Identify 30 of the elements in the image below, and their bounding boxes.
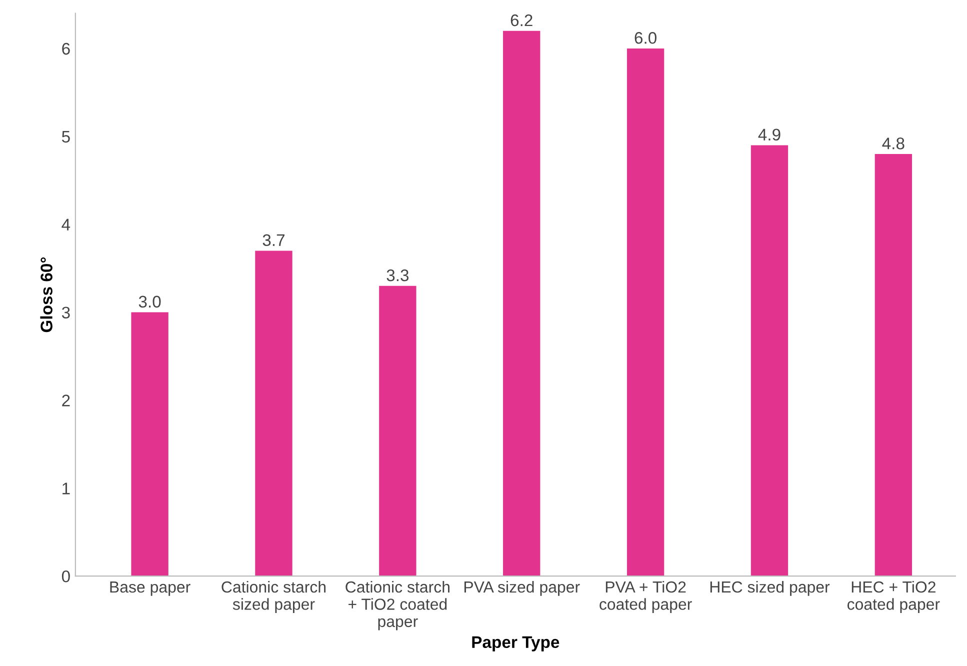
y-tick-label: 2 (62, 394, 70, 406)
x-tick-label: PVA sized paper (464, 580, 580, 596)
y-axis-title: Gloss 60° (40, 257, 52, 332)
x-tick-label: PVA + TiO2 coated paper (600, 580, 692, 614)
bar (503, 30, 540, 576)
y-tick-label: 1 (62, 482, 70, 494)
bar (874, 154, 912, 576)
text: 4.9 (758, 128, 780, 141)
text: 6.2 (510, 14, 532, 26)
bar (255, 250, 292, 576)
bar (379, 286, 416, 576)
y-tick-label: 0 (62, 570, 70, 582)
bar (750, 145, 788, 576)
text: 4.8 (882, 138, 904, 150)
text: 3.0 (138, 296, 161, 308)
y-tick-label: 3 (62, 306, 70, 318)
x-axis-title: Paper Type (472, 636, 560, 652)
x-tick-label: Base paper (110, 582, 190, 596)
y-tick-label: 5 (62, 131, 70, 143)
x-tick-label: HEC sized paper (710, 580, 830, 596)
x-tick-label: Cationic starch sized paper (222, 580, 326, 614)
x-tick-label: Cationic starch + TiO2 coated paper (346, 580, 450, 630)
bar (131, 312, 168, 576)
x-tick-label: HEC + TiO2 coated paper (847, 580, 940, 614)
y-tick-label: 4 (62, 218, 70, 230)
text: 3.3 (386, 269, 409, 282)
bar (626, 48, 664, 576)
text: 6.0 (634, 32, 656, 44)
text: 3.7 (262, 234, 284, 246)
y-tick-label: 6 (62, 42, 70, 55)
